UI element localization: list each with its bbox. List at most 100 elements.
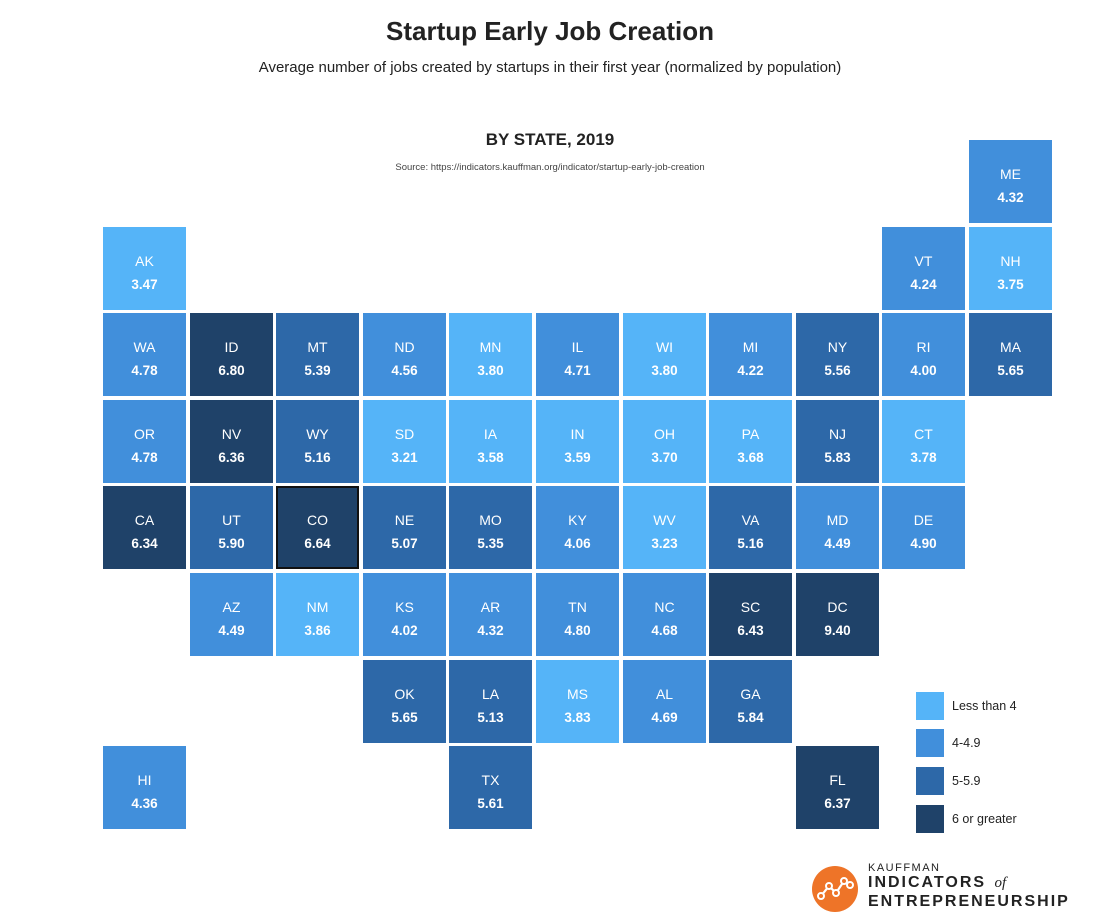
state-tile-wa[interactable]: WA 4.78 [103,313,186,396]
state-abbr: TN [568,599,587,615]
state-value: 5.56 [824,363,851,378]
state-tile-va[interactable]: VA 5.16 [709,486,792,569]
state-tile-wv[interactable]: WV 3.23 [623,486,706,569]
state-value: 3.47 [131,277,158,292]
state-tile-nj[interactable]: NJ 5.83 [796,400,879,483]
state-tile-ar[interactable]: AR 4.32 [449,573,532,656]
state-abbr: NC [654,599,675,615]
state-abbr: ID [224,339,239,355]
state-value: 4.71 [564,363,591,378]
state-tile-mn[interactable]: MN 3.80 [449,313,532,396]
state-abbr: AR [480,599,501,615]
state-abbr: VA [741,512,760,528]
state-value: 6.43 [737,623,764,638]
state-abbr: MD [826,512,849,528]
legend-item-6-or-greater: 6 or greater [916,805,1076,833]
state-tile-ri[interactable]: RI 4.00 [882,313,965,396]
state-tile-mt[interactable]: MT 5.39 [276,313,359,396]
state-tile-ga[interactable]: GA 5.84 [709,660,792,743]
state-tile-il[interactable]: IL 4.71 [536,313,619,396]
state-value: 3.83 [564,710,591,725]
state-abbr: MO [479,512,502,528]
state-tile-dc[interactable]: DC 9.40 [796,573,879,656]
state-abbr: LA [481,686,500,702]
state-value: 3.23 [651,536,678,551]
state-abbr: OH [654,426,675,442]
state-tile-de[interactable]: DE 4.90 [882,486,965,569]
state-abbr: CT [914,426,933,442]
state-abbr: ME [1000,166,1021,182]
state-tile-co[interactable]: CO 6.64 [276,486,359,569]
state-tile-ca[interactable]: CA 6.34 [103,486,186,569]
state-abbr: TX [481,772,500,788]
state-tile-nd[interactable]: ND 4.56 [363,313,446,396]
state-abbr: MA [1000,339,1021,355]
legend-swatch [916,729,944,757]
state-tile-la[interactable]: LA 5.13 [449,660,532,743]
state-tile-tx[interactable]: TX 5.61 [449,746,532,829]
state-tile-ne[interactable]: NE 5.07 [363,486,446,569]
state-tile-oh[interactable]: OH 3.70 [623,400,706,483]
state-tile-md[interactable]: MD 4.49 [796,486,879,569]
state-tile-fl[interactable]: FL 6.37 [796,746,879,829]
state-tile-pa[interactable]: PA 3.68 [709,400,792,483]
state-abbr: GA [740,686,761,702]
state-tile-nv[interactable]: NV 6.36 [190,400,273,483]
source-note: Source: https://indicators.kauffman.org/… [395,162,705,173]
state-abbr: CA [134,512,155,528]
state-abbr: HI [137,772,152,788]
state-tile-ny[interactable]: NY 5.56 [796,313,879,396]
state-value: 4.49 [824,536,851,551]
state-abbr: MT [307,339,328,355]
state-abbr: WI [655,339,674,355]
state-tile-ky[interactable]: KY 4.06 [536,486,619,569]
state-tile-id[interactable]: ID 6.80 [190,313,273,396]
state-abbr: PA [741,426,760,442]
state-tile-ks[interactable]: KS 4.02 [363,573,446,656]
line-chart-circle-icon [812,866,858,912]
state-value: 5.90 [218,536,245,551]
legend-swatch [916,805,944,833]
state-tile-ut[interactable]: UT 5.90 [190,486,273,569]
state-tile-nh[interactable]: NH 3.75 [969,227,1052,310]
state-abbr: UT [222,512,241,528]
state-abbr: WY [306,426,329,442]
state-tile-nc[interactable]: NC 4.68 [623,573,706,656]
state-tile-tn[interactable]: TN 4.80 [536,573,619,656]
state-tile-me[interactable]: ME 4.32 [969,140,1052,223]
state-tile-ms[interactable]: MS 3.83 [536,660,619,743]
state-value: 4.90 [910,536,937,551]
state-tile-az[interactable]: AZ 4.49 [190,573,273,656]
state-value: 4.02 [391,623,418,638]
state-value: 4.56 [391,363,418,378]
state-value: 6.36 [218,450,245,465]
state-value: 3.58 [477,450,504,465]
state-value: 4.22 [737,363,764,378]
state-tile-ok[interactable]: OK 5.65 [363,660,446,743]
state-tile-sd[interactable]: SD 3.21 [363,400,446,483]
state-tile-or[interactable]: OR 4.78 [103,400,186,483]
state-tile-ma[interactable]: MA 5.65 [969,313,1052,396]
state-tile-mo[interactable]: MO 5.35 [449,486,532,569]
state-tile-wy[interactable]: WY 5.16 [276,400,359,483]
state-value: 3.80 [477,363,504,378]
state-tile-vt[interactable]: VT 4.24 [882,227,965,310]
state-abbr: NE [394,512,415,528]
state-tile-in[interactable]: IN 3.59 [536,400,619,483]
state-tile-ia[interactable]: IA 3.58 [449,400,532,483]
state-value: 5.65 [997,363,1024,378]
state-tile-sc[interactable]: SC 6.43 [709,573,792,656]
state-tile-hi[interactable]: HI 4.36 [103,746,186,829]
state-value: 3.75 [997,277,1024,292]
state-abbr: CO [307,512,328,528]
state-tile-mi[interactable]: MI 4.22 [709,313,792,396]
state-abbr: WA [133,339,156,355]
state-value: 4.69 [651,710,678,725]
state-tile-al[interactable]: AL 4.69 [623,660,706,743]
state-tile-nm[interactable]: NM 3.86 [276,573,359,656]
logo-line2: ENTREPRENEURSHIP [868,893,1070,910]
state-value: 5.16 [304,450,331,465]
state-tile-ct[interactable]: CT 3.78 [882,400,965,483]
state-tile-ak[interactable]: AK 3.47 [103,227,186,310]
state-tile-wi[interactable]: WI 3.80 [623,313,706,396]
